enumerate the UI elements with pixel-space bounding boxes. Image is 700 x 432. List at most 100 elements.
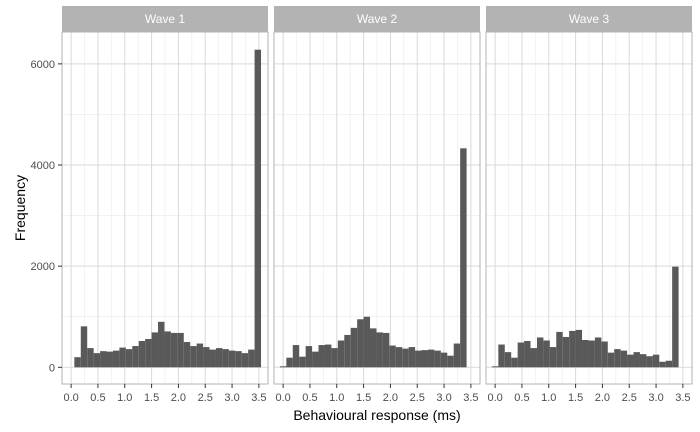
histogram-bar: [93, 353, 101, 368]
histogram-bar: [215, 348, 223, 368]
strip-background: [486, 6, 692, 32]
histogram-bar: [164, 331, 171, 368]
histogram-bar: [132, 346, 139, 368]
histogram-bar: [524, 341, 531, 368]
histogram-bar: [312, 351, 319, 368]
strip-label: Wave 3: [569, 12, 610, 26]
histogram-bar: [511, 357, 518, 368]
histogram-bar: [440, 352, 448, 368]
x-tick-label: 0.5: [302, 392, 317, 404]
histogram-bar: [498, 344, 505, 368]
histogram-bar: [286, 357, 293, 368]
x-tick-label: 1.0: [541, 392, 556, 404]
histogram-bar: [145, 338, 152, 368]
histogram-bar: [80, 326, 88, 368]
histogram-bar: [543, 340, 550, 368]
x-tick-label: 3.5: [463, 392, 478, 404]
histogram-bar: [363, 316, 371, 368]
histogram-bar: [408, 347, 416, 368]
histogram-bar: [74, 357, 81, 368]
histogram-bar: [324, 344, 332, 368]
strip-background: [62, 6, 268, 32]
histogram-bar: [421, 350, 428, 368]
histogram-bar: [241, 353, 249, 368]
strip-label: Wave 2: [357, 12, 398, 26]
histogram-bar: [177, 332, 184, 368]
x-tick-label: 2.0: [595, 392, 610, 404]
histogram-bar: [556, 331, 563, 368]
x-tick-label: 2.5: [198, 392, 213, 404]
histogram-bar: [125, 349, 133, 368]
histogram-bar: [652, 354, 660, 368]
histogram-bar: [639, 354, 647, 368]
histogram-bar: [357, 319, 364, 368]
y-tick-label: 2000: [31, 261, 55, 273]
histogram-bar: [248, 349, 255, 368]
x-tick-label: 2.0: [383, 392, 398, 404]
panel-2: Wave 2 0.0 0.5 1.0 1.5 2.0 2.5 3.0 3.5: [273, 6, 481, 404]
histogram-bar: [138, 341, 146, 368]
histogram-bar: [112, 350, 120, 368]
histogram-bar: [415, 350, 422, 368]
panels: Wave 1 0.0 0.5 1.0 1.5 2.0 2.5 3.0 3.5 Wave 2 0.0 0…: [61, 6, 693, 404]
x-axis-title: Behavioural response (ms): [293, 407, 460, 423]
histogram-bar: [222, 349, 229, 368]
histogram-bar: [382, 332, 390, 368]
histogram-bar: [209, 349, 216, 368]
histogram-bar: [601, 341, 608, 368]
x-tick-label: 1.5: [356, 392, 371, 404]
x-tick-label: 3.0: [648, 392, 663, 404]
x-tick-label: 2.0: [171, 392, 186, 404]
histogram-bar: [350, 327, 358, 368]
histogram-bar: [627, 354, 634, 368]
panel-1: Wave 1 0.0 0.5 1.0 1.5 2.0 2.5 3.0 3.5: [61, 6, 269, 404]
histogram-bar: [376, 332, 383, 368]
x-tick-label: 0.0: [275, 392, 290, 404]
histogram-bar: [395, 347, 403, 368]
histogram-bar: [517, 342, 525, 368]
strip-label: Wave 1: [145, 12, 186, 26]
x-tick-label: 1.0: [329, 392, 344, 404]
histogram-bar: [607, 352, 615, 368]
histogram-bar: [575, 329, 583, 368]
y-tick-label: 6000: [31, 59, 55, 71]
histogram-bar: [549, 347, 557, 368]
x-tick-label: 1.5: [568, 392, 583, 404]
histogram-bar: [491, 366, 499, 368]
histogram-bar: [170, 332, 178, 368]
x-tick-label: 3.0: [436, 392, 451, 404]
x-tick-label: 1.5: [144, 392, 159, 404]
histogram-bar: [536, 337, 544, 368]
histogram-bar: [299, 356, 306, 368]
histogram-bar: [331, 348, 338, 368]
x-tick-label: 3.5: [251, 392, 266, 404]
x-tick-label: 0.0: [63, 392, 78, 404]
histogram-bar: [190, 346, 197, 368]
y-tick-label: 0: [49, 362, 55, 374]
histogram-bar: [235, 351, 242, 368]
x-tick-label: 0.5: [90, 392, 105, 404]
histogram-bar: [460, 148, 467, 368]
histogram-bar: [100, 351, 107, 368]
histogram-bar: [119, 347, 126, 368]
histogram-bar: [504, 352, 512, 368]
histogram-bar: [389, 345, 396, 368]
x-tick-label: 1.0: [117, 392, 132, 404]
histogram-bar: [370, 328, 377, 368]
histogram-bar: [87, 348, 94, 368]
y-axis-title: Frequency: [12, 175, 28, 241]
histogram-bar: [633, 352, 640, 368]
histogram-bar: [402, 348, 409, 368]
histogram-bar: [158, 321, 165, 368]
histogram-bar: [569, 330, 576, 368]
histogram-bar: [530, 348, 537, 368]
histogram-bar: [337, 340, 345, 368]
histogram-bar: [447, 355, 454, 368]
histogram-bar: [582, 340, 589, 368]
histogram-bar: [183, 342, 191, 368]
histogram-bar: [279, 366, 287, 368]
histogram-bar: [318, 345, 325, 368]
histogram-bar: [203, 347, 210, 368]
histogram-bar: [562, 336, 570, 368]
